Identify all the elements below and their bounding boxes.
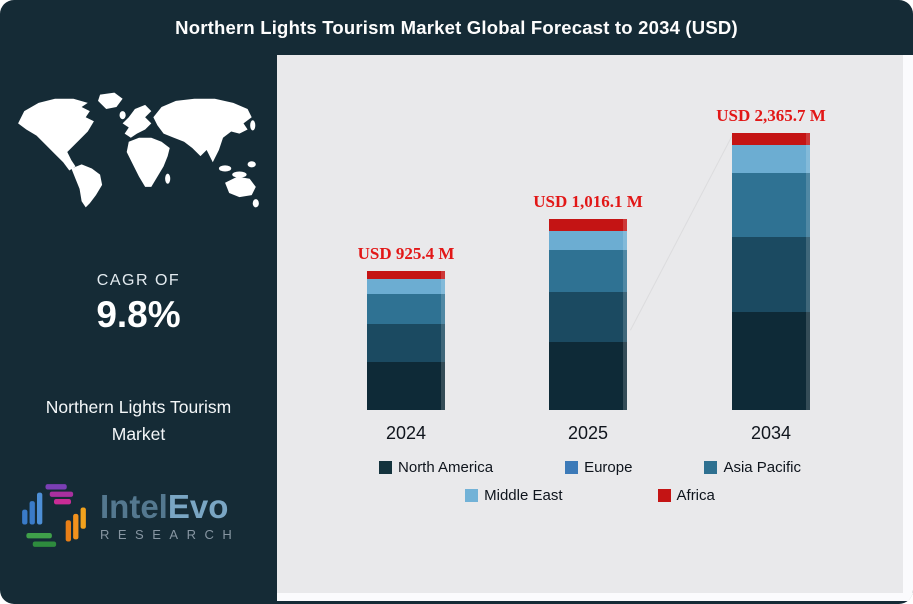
logo-text: IntelEvo RESEARCH: [100, 490, 240, 542]
legend-swatch-icon: [465, 489, 479, 502]
frame-bottom: [277, 593, 913, 601]
bar-total-label-2025: USD 1,016.1 M: [533, 192, 643, 211]
legend-label: Africa: [676, 487, 715, 504]
bar-segment-africa: [549, 219, 627, 231]
logo-name: IntelEvo: [100, 490, 240, 523]
legend-swatch-icon: [565, 461, 579, 474]
legend: North America Europe Asia Pacific Middle Ea…: [277, 459, 903, 504]
bar-segment-africa: [367, 271, 445, 279]
legend-item-north-america: North America: [379, 459, 493, 476]
cagr-value: 9.8%: [96, 294, 181, 335]
legend-item-asia-pacific: Asia Pacific: [704, 459, 801, 476]
bar-segment-asia-pacific: [549, 250, 627, 292]
bar-segment-europe: [732, 237, 810, 312]
legend-item-africa: Africa: [657, 487, 715, 504]
logo: IntelEvo RESEARCH: [20, 482, 240, 550]
legend-label: Europe: [584, 459, 633, 476]
market-name: Northern Lights Tourism Market: [0, 394, 277, 448]
stacked-bar-2024: [367, 271, 445, 410]
stacked-bar-2034: [732, 133, 810, 410]
frame-right: [903, 55, 913, 601]
bar-segment-europe: [367, 324, 445, 362]
bar-total-label-2034: USD 2,365.7 M: [716, 106, 826, 125]
bar-segment-north-america: [367, 362, 445, 410]
bar-segment-europe: [549, 292, 627, 342]
stacked-bar-2025: [549, 219, 627, 410]
cagr-label: CAGR OF: [96, 272, 181, 289]
legend-swatch-icon: [379, 461, 393, 474]
logo-name-intel: Intel: [100, 488, 168, 525]
chart-panel: USD 925.4 M 2024 USD 1,016.1 M 2025 USD 2,36…: [277, 55, 903, 593]
bar-segment-north-america: [732, 312, 810, 410]
legend-item-middle-east: Middle East: [465, 487, 563, 504]
logo-subtitle: RESEARCH: [100, 527, 241, 542]
bar-segment-africa: [732, 133, 810, 145]
logo-name-evo: Evo: [167, 488, 229, 525]
bar-segment-asia-pacific: [367, 294, 445, 324]
legend-label: North America: [398, 459, 494, 476]
bar-segment-asia-pacific: [732, 173, 810, 237]
bar-segment-middle-east: [367, 279, 445, 294]
bar-segment-middle-east: [549, 231, 627, 250]
intelevo-logo-icon: [22, 484, 86, 547]
legend-row-2: Middle East Africa: [465, 487, 715, 504]
world-map-icon: [18, 92, 259, 208]
legend-swatch-icon: [704, 461, 718, 474]
header: Northern Lights Tourism Market Global Fo…: [0, 0, 913, 55]
legend-label: Middle East: [484, 487, 563, 504]
bar-total-label-2024: USD 925.4 M: [357, 244, 455, 263]
bar-segment-north-america: [549, 342, 627, 410]
growth-trend-line: [630, 133, 734, 331]
legend-swatch-icon: [657, 489, 671, 502]
page-title: Northern Lights Tourism Market Global Fo…: [175, 16, 738, 38]
legend-item-europe: Europe: [565, 459, 632, 476]
market-name-line2: Market: [111, 424, 166, 445]
x-axis-label-2034: 2034: [750, 423, 792, 443]
legend-row-1: North America Europe Asia Pacific: [379, 459, 801, 476]
market-name-line1: Northern Lights Tourism: [45, 397, 232, 417]
legend-label: Asia Pacific: [723, 459, 801, 476]
x-axis-label-2024: 2024: [385, 423, 427, 443]
x-axis-label-2025: 2025: [567, 423, 609, 443]
bar-segment-middle-east: [732, 145, 810, 173]
